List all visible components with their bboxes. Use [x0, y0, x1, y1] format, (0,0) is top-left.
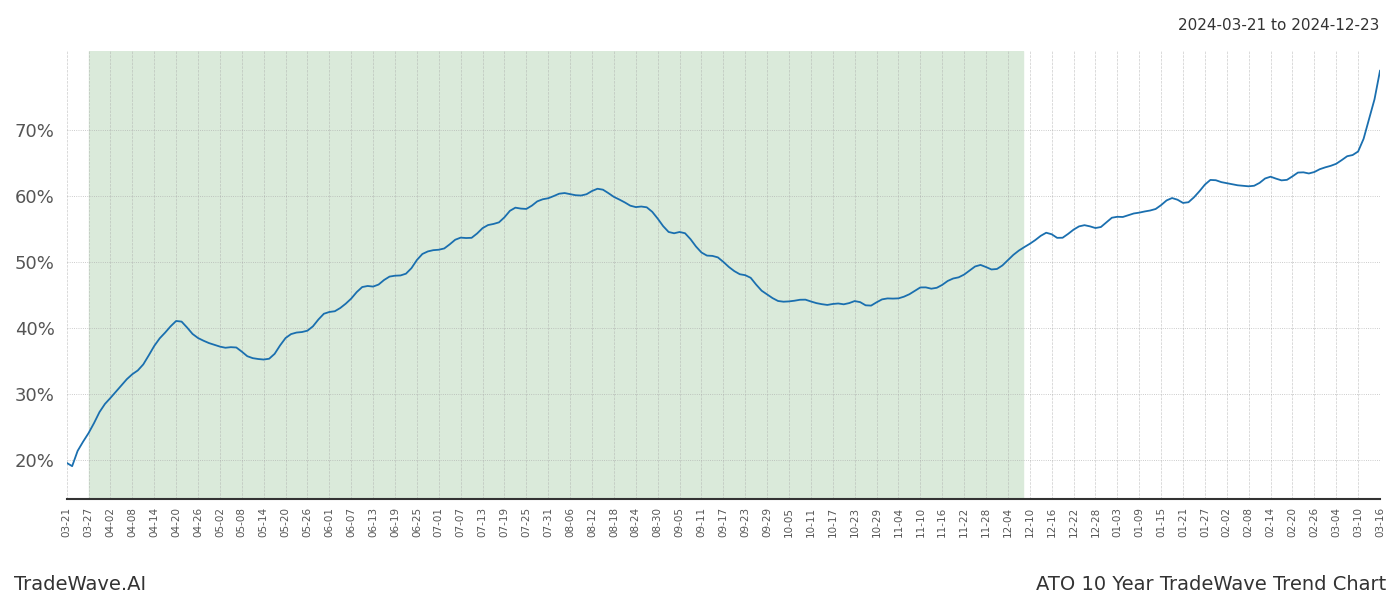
- Text: 2024-03-21 to 2024-12-23: 2024-03-21 to 2024-12-23: [1177, 18, 1379, 33]
- Bar: [88, 51, 1023, 499]
- Text: TradeWave.AI: TradeWave.AI: [14, 575, 146, 594]
- Text: ATO 10 Year TradeWave Trend Chart: ATO 10 Year TradeWave Trend Chart: [1036, 575, 1386, 594]
